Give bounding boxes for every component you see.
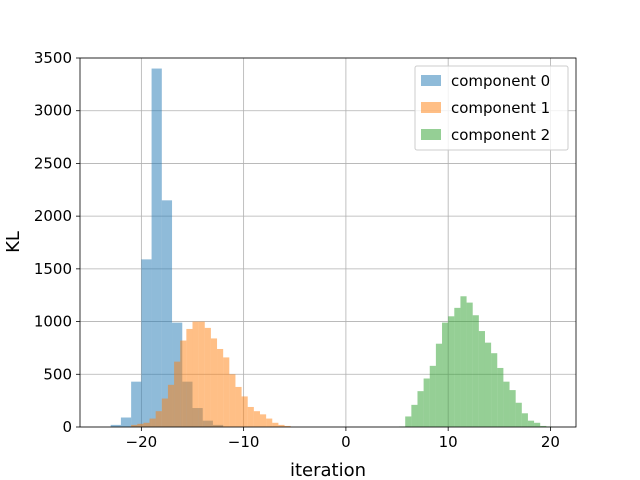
histogram-bar	[417, 391, 424, 427]
histogram-bar	[110, 424, 121, 427]
series-1-bars	[131, 321, 291, 427]
y-axis-label: KL	[3, 231, 24, 253]
histogram-bar	[217, 348, 224, 427]
y-tick-label: 1000	[34, 313, 72, 331]
axis-ticks: −20 −10 0 10 20 0 500 1000 1500 2000 2500 3000 3500	[34, 49, 560, 451]
x-axis-label: iteration	[290, 460, 366, 480]
x-tick-label: −10	[228, 433, 260, 451]
legend-swatch	[421, 129, 441, 140]
histogram-bar	[284, 425, 291, 427]
x-tick-label: −20	[126, 433, 158, 451]
histogram-bar	[491, 353, 498, 427]
series-2-bars	[399, 296, 553, 427]
plot-frame	[79, 57, 577, 428]
histogram-bar	[411, 404, 418, 427]
histogram-bar	[210, 338, 218, 427]
histogram-bar	[405, 416, 412, 427]
histogram-bar	[540, 425, 547, 427]
histogram-bar	[515, 402, 522, 427]
legend-swatch	[421, 75, 441, 86]
legend-label: component 0	[451, 72, 550, 90]
histogram-bar	[149, 418, 156, 427]
histogram-bar	[131, 424, 138, 427]
histogram-bar	[235, 386, 242, 427]
y-tick-label: 2500	[34, 154, 72, 172]
histogram-bar	[484, 342, 492, 427]
x-tick-label: 10	[439, 433, 458, 451]
histogram-bar	[180, 340, 187, 427]
histogram-bar	[429, 365, 436, 427]
histogram-bar	[120, 417, 132, 427]
histogram-bar	[442, 322, 449, 427]
histogram-bar	[141, 259, 152, 427]
histogram-bar	[521, 413, 528, 427]
legend-box	[414, 65, 569, 151]
histogram-bar	[423, 378, 430, 427]
histogram-bar	[534, 422, 541, 427]
histogram-bar	[131, 381, 142, 427]
histogram-bar	[503, 381, 510, 427]
histogram-bar	[497, 367, 504, 427]
histogram-bar	[460, 296, 467, 427]
histogram-bar	[198, 321, 205, 427]
histogram-bar	[278, 424, 285, 427]
histogram-bar	[223, 357, 230, 427]
histogram-bar	[174, 361, 181, 427]
histogram-bar	[247, 406, 254, 427]
histogram-bar	[527, 420, 535, 427]
histogram-bar	[229, 374, 236, 427]
y-tick-label: 3000	[34, 102, 72, 120]
x-tick-label: 0	[341, 433, 351, 451]
histogram-bar	[253, 411, 260, 427]
histogram-bar	[241, 396, 248, 427]
legend: component 0 component 1 component 2	[414, 65, 569, 151]
histogram-bar	[192, 321, 199, 427]
y-tick-label: 500	[43, 365, 72, 383]
histogram-bar	[137, 423, 144, 427]
histogram-bar	[161, 200, 173, 427]
histogram-bar	[272, 422, 279, 427]
histogram-bar	[161, 398, 168, 427]
y-tick-label: 1500	[34, 260, 72, 278]
histogram-bar	[435, 343, 443, 427]
histogram-bar	[266, 418, 273, 427]
legend-label: component 1	[451, 99, 550, 117]
histogram-bar	[155, 411, 162, 427]
histogram-bar	[151, 68, 162, 428]
histogram-bars	[110, 68, 553, 428]
histogram-bar	[472, 315, 479, 427]
histogram-bar	[204, 327, 211, 427]
legend-swatch	[421, 102, 441, 113]
histogram-bar	[186, 328, 193, 427]
histogram-bar	[466, 302, 473, 427]
legend-label: component 2	[451, 126, 550, 144]
histogram-bar	[259, 414, 267, 427]
histogram-bar	[454, 307, 461, 427]
y-tick-label: 2000	[34, 207, 72, 225]
histogram-bar	[143, 422, 150, 427]
histogram-bar	[509, 390, 516, 427]
x-tick-label: 20	[541, 433, 560, 451]
histogram-bar	[448, 316, 455, 427]
y-tick-label: 0	[62, 418, 72, 436]
y-tick-label: 3500	[34, 49, 72, 67]
histogram-bar	[167, 384, 175, 427]
histogram-bar	[478, 331, 485, 427]
